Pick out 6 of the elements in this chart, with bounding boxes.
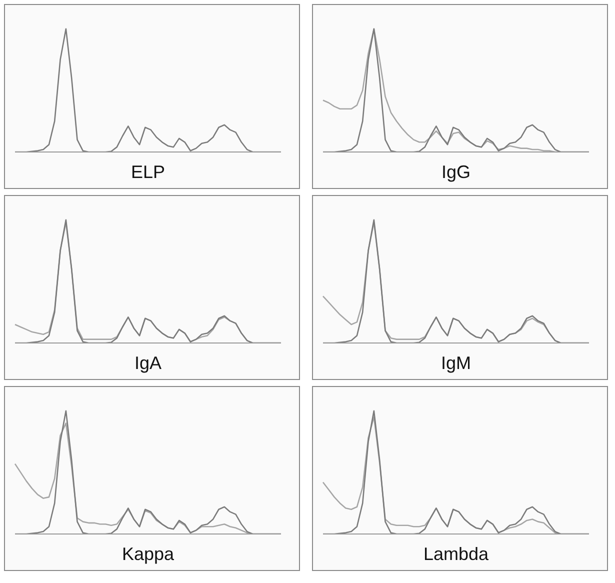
x-axis-title: Lambda xyxy=(423,544,490,564)
x-axis-title: ELP xyxy=(130,162,166,182)
x-axis-title: IgA xyxy=(134,353,162,373)
x-axis-title: Kappa xyxy=(122,544,176,564)
x-axis-title: IgM xyxy=(440,353,472,373)
x-axis-title: IgG xyxy=(441,162,471,182)
